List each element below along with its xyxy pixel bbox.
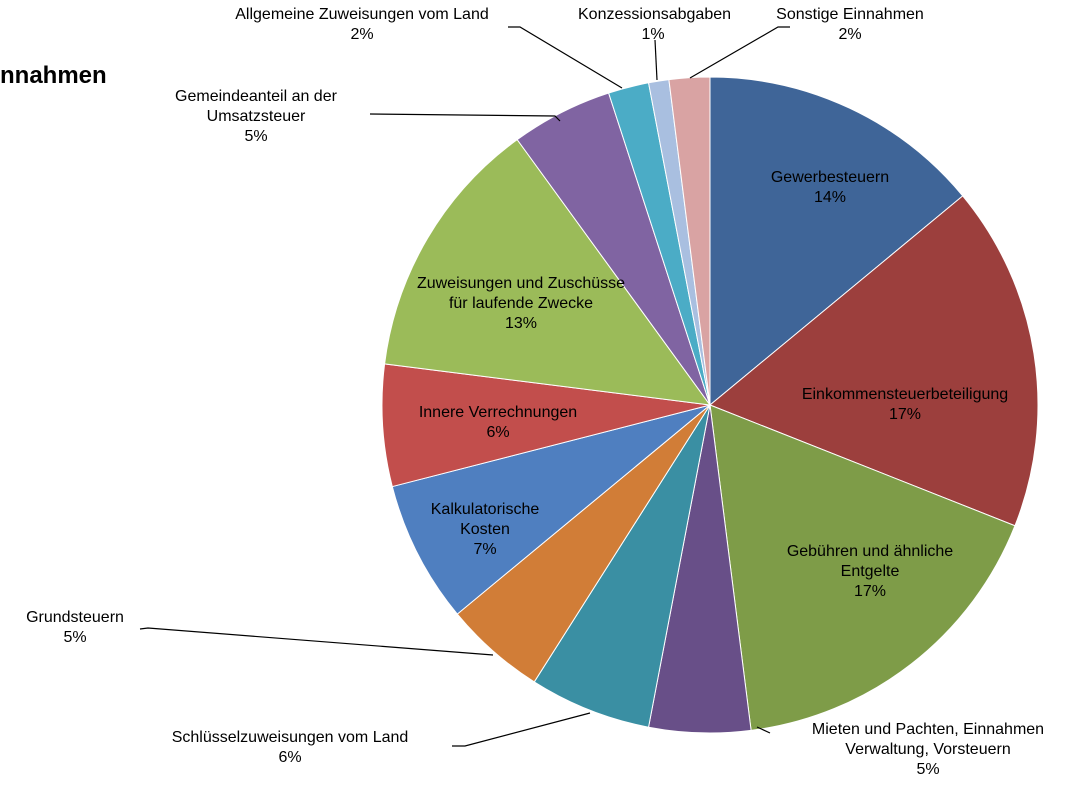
pie-slice [668,76,711,406]
category-label: Sonstige Einnahmen [776,6,924,23]
value-label: 2% [350,26,374,43]
value-label: 1% [641,26,665,43]
slice-label: Allgemeine Zuweisungen vom Land 2% [217,5,507,45]
value-label: 5% [916,761,940,778]
leader-line [452,712,591,747]
leader-line [654,39,658,81]
slice-label: Schlüsselzuweisungen vom Land 6% [120,728,460,768]
category-label: Kalkulatorische Kosten [430,501,540,538]
category-label: Mieten und Pachten, Einnahmen Verwaltung… [811,721,1045,758]
slice-label: Mieten und Pachten, Einnahmen Verwaltung… [778,720,1078,780]
leader-line [139,627,494,656]
value-label: 17% [853,583,887,600]
slice-label: Innere Verrechnungen 6% [378,403,618,443]
value-label: 6% [486,424,510,441]
value-label: 6% [278,749,302,766]
slice-label: Gemeindeanteil an der Umsatzsteuer 5% [141,87,371,147]
leader-line [756,726,771,734]
value-label: 2% [838,26,862,43]
pie-slice [709,195,1039,527]
pie-slice [709,404,1016,731]
pie-slice [381,363,711,488]
leader-lines [139,26,790,747]
leader-line [508,26,623,89]
pie-slice [384,138,712,406]
slice-label: Einkommensteuerbeteiligung 17% [755,385,1055,425]
category-label: Allgemeine Zuweisungen vom Land [235,6,489,23]
category-label: Gemeindeanteil an der Umsatzsteuer [175,88,337,125]
category-label: Schlüsselzuweisungen vom Land [171,729,409,746]
value-label: 5% [63,629,87,646]
category-label: Gewerbesteuern [770,169,890,186]
value-label: 17% [888,406,922,423]
category-label: Zuweisungen und Zuschüsse für laufende Z… [416,275,626,312]
category-label: Einkommensteuerbeteiligung [801,386,1009,403]
slice-label: Gebühren und ähnliche Entgelte 17% [760,542,980,602]
pie-slice [709,76,964,407]
slice-label: Sonstige Einnahmen 2% [760,5,940,45]
chart-title: nnahmen [0,62,107,89]
slice-label: Grundsteuern 5% [5,608,145,648]
value-label: 5% [244,128,268,145]
category-label: Konzessionsabgaben [578,6,732,23]
category-label: Innere Verrechnungen [418,404,578,421]
slice-label: Kalkulatorische Kosten 7% [410,500,560,560]
pie-slice [533,404,711,728]
category-label: Gebühren und ähnliche Entgelte [786,543,954,580]
value-label: 14% [813,189,847,206]
slice-label: Konzessionsabgaben 1% [578,5,732,45]
value-label: 13% [504,315,538,332]
leader-line [689,26,790,79]
pie-slice [391,404,711,615]
category-label: Grundsteuern [26,609,124,626]
leader-line [369,113,561,122]
value-label: 7% [473,541,497,558]
slice-label: Gewerbesteuern 14% [730,168,930,208]
slice-label: Zuweisungen und Zuschüsse für laufende Z… [406,274,636,334]
